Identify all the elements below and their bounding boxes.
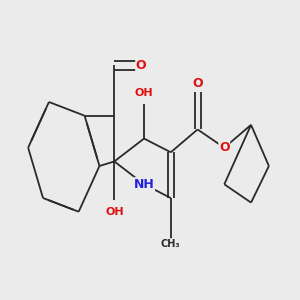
Text: O: O bbox=[219, 141, 230, 154]
Text: OH: OH bbox=[105, 207, 124, 217]
Text: O: O bbox=[136, 59, 146, 72]
Text: OH: OH bbox=[135, 88, 153, 98]
Text: O: O bbox=[192, 77, 203, 90]
Text: CH₃: CH₃ bbox=[161, 239, 181, 249]
Text: NH: NH bbox=[134, 178, 154, 191]
